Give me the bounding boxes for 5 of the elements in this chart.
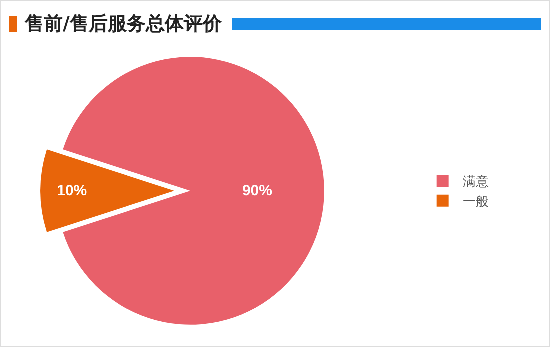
chart-title: 售前/售后服务总体评价 [25, 12, 222, 37]
legend-label: 满意 [462, 172, 489, 190]
data-label: 10% [57, 182, 88, 200]
data-label: 90% [242, 182, 272, 200]
legend-label: 一般 [462, 192, 489, 210]
